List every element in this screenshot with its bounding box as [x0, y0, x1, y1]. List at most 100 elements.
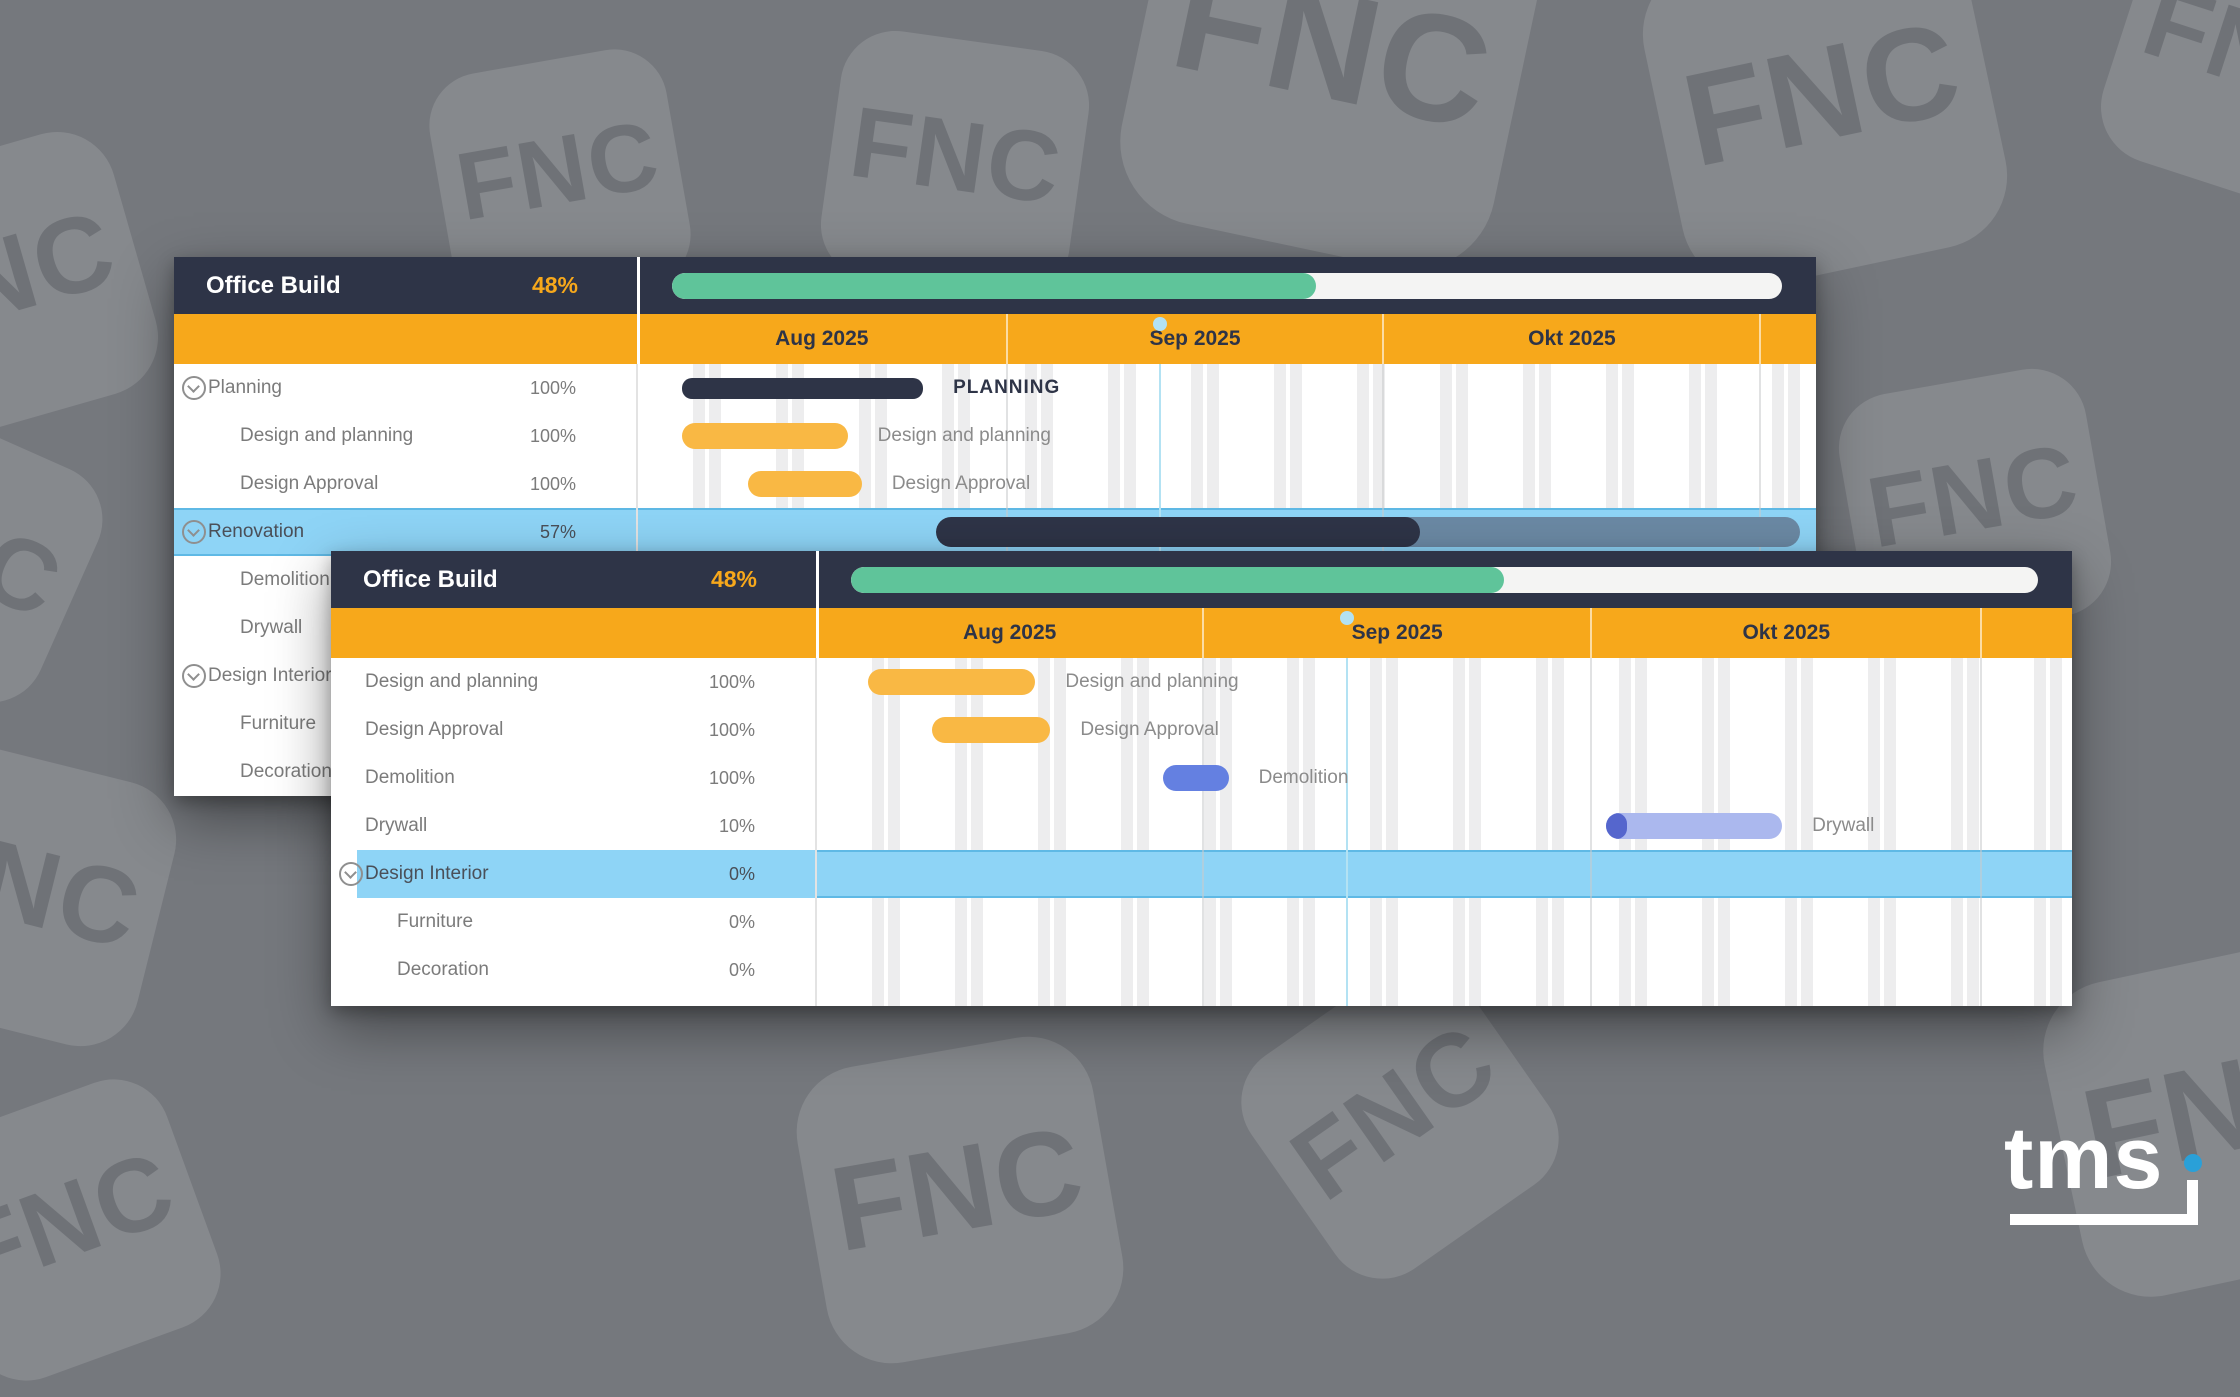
table-row-demolition[interactable]: Demolition 100%: [331, 754, 815, 802]
chart-row-design-approval: Design Approval: [817, 706, 2072, 754]
gantt-bar-fill: [936, 517, 1420, 547]
gantt-bar-drywall[interactable]: [1606, 813, 1783, 839]
table-row-design-interior[interactable]: Design Interior: [174, 652, 636, 700]
table-row-design-interior[interactable]: Design Interior 0%: [331, 850, 815, 898]
month-label: Aug 2025: [962, 621, 1057, 644]
chart-row-renovation: [638, 508, 1816, 556]
task-label: Design and planning: [365, 671, 539, 692]
month-header-aug-2025: Aug 2025: [638, 314, 1006, 364]
gantt-bar-planning[interactable]: [681, 378, 924, 399]
table-row-furniture[interactable]: Furniture: [174, 700, 636, 748]
task-percent: 100%: [529, 425, 576, 446]
month-header-okt-2025: Okt 2025: [1590, 608, 1980, 658]
fnc-watermark-tile: FNC: [1104, 0, 1556, 286]
fnc-watermark-text: FNC: [1270, 1001, 1518, 1223]
chevron-down-icon[interactable]: [339, 862, 363, 886]
pane-divider: [816, 551, 819, 658]
tms-logo-dot: [2184, 1154, 2202, 1172]
project-title: Office Build: [363, 565, 498, 593]
task-percent: 100%: [529, 473, 576, 494]
table-row-decoration[interactable]: Decoration: [174, 748, 636, 796]
gantt-bar-label: Drywall: [1812, 815, 1875, 836]
month-header-okt-2025: Okt 2025: [1382, 314, 1759, 364]
gantt-bar-fill: [1606, 813, 1628, 839]
today-marker-dot: [1339, 611, 1354, 625]
fnc-watermark-text: FNC: [822, 1101, 1095, 1278]
project-progress-bar: [851, 566, 2038, 593]
gantt-bar-design-approval[interactable]: [747, 471, 862, 497]
project-progress-fill: [672, 272, 1316, 299]
tms-logo: tms: [2004, 1112, 2214, 1242]
project-progress-fill: [851, 566, 1504, 593]
timeline-header-spacer: [174, 314, 638, 364]
chart-row-drywall: Drywall: [817, 802, 2072, 850]
table-row-decoration[interactable]: Decoration 0%: [331, 946, 815, 994]
gantt-bar-label: Design and planning: [1065, 671, 1239, 692]
task-label: Drywall: [240, 617, 303, 638]
tms-logo-upstroke: [2187, 1180, 2198, 1225]
task-percent: 10%: [718, 815, 755, 836]
task-percent: 100%: [708, 719, 755, 740]
chart-row-design-approval: Design Approval: [638, 460, 1816, 508]
gantt-bar-renovation[interactable]: [936, 517, 1800, 547]
task-label: Design Approval: [365, 719, 504, 740]
project-progress-percent: 48%: [531, 272, 578, 298]
task-label: Design and planning: [240, 425, 414, 446]
table-row-design-and-planning[interactable]: Design and planning 100%: [331, 658, 815, 706]
fnc-watermark-tile: FNC: [0, 731, 189, 1059]
project-title: Office Build: [206, 271, 341, 299]
table-row-planning[interactable]: Planning 100%: [174, 364, 636, 412]
table-row-design-approval[interactable]: Design Approval 100%: [331, 706, 815, 754]
table-row-design-and-planning[interactable]: Design and planning 100%: [174, 412, 636, 460]
table-row-design-approval[interactable]: Design Approval 100%: [174, 460, 636, 508]
table-row-demolition[interactable]: Demolition: [174, 556, 636, 604]
chart-row-design-and-planning: Design and planning: [638, 412, 1816, 460]
timeline-header-spacer: [331, 608, 817, 658]
fnc-watermark-text: FNC: [1159, 0, 1507, 163]
chevron-down-icon[interactable]: [182, 376, 206, 400]
pane-divider: [637, 257, 640, 364]
project-progress-percent: 48%: [710, 566, 757, 592]
task-label: Planning: [208, 377, 282, 398]
month-header-aug-2025: Aug 2025: [817, 608, 1202, 658]
fnc-watermark-text: FNC: [448, 100, 668, 242]
fnc-watermark-tile: FNC: [0, 118, 172, 452]
gantt-bar-design-approval[interactable]: [932, 717, 1051, 743]
gantt-bar-design-and-planning[interactable]: [868, 669, 1036, 695]
fnc-watermark-text: FNC: [843, 85, 1069, 226]
table-row-drywall[interactable]: Drywall: [174, 604, 636, 652]
fnc-watermark-text: FNC: [0, 451, 79, 641]
month-gridline: [1980, 608, 1983, 658]
tms-logo-underline: [2010, 1214, 2198, 1225]
table-row-renovation[interactable]: Renovation 57%: [174, 508, 636, 556]
gantt-bar-design-and-planning[interactable]: [681, 423, 848, 449]
gantt-bar-label: PLANNING: [953, 377, 1061, 398]
chevron-down-icon[interactable]: [182, 664, 206, 688]
gantt-bar-label: Design Approval: [891, 473, 1031, 494]
chart-row-decoration: [817, 946, 2072, 994]
gantt-bar-demolition[interactable]: [1163, 765, 1229, 791]
task-percent: 57%: [539, 521, 576, 542]
chart-row-planning: PLANNING: [638, 364, 1816, 412]
tms-logo-text: tms: [2004, 1108, 2164, 1207]
task-percent: 0%: [728, 863, 755, 884]
task-percent: 100%: [708, 767, 755, 788]
fnc-watermark-tile: FNC: [0, 1063, 237, 1397]
gantt-bar-label: Design and planning: [877, 425, 1051, 446]
fnc-watermark-tile: FNC: [2086, 0, 2240, 224]
fnc-watermark-text: FNC: [1671, 0, 1974, 194]
fnc-watermark-tile: FNC: [786, 1026, 1134, 1374]
table-row-drywall[interactable]: Drywall 10%: [331, 802, 815, 850]
task-label: Design Interior: [365, 863, 489, 884]
month-label: Sep 2025: [1351, 621, 1443, 644]
gantt-bar-label: Demolition: [1258, 767, 1349, 788]
timeline-months: Aug 2025 Sep 2025 Okt 2025: [638, 314, 1816, 364]
fnc-watermark-tile: FNC: [1629, 0, 2021, 301]
chevron-down-icon[interactable]: [182, 520, 206, 544]
task-percent: 100%: [708, 671, 755, 692]
table-row-furniture[interactable]: Furniture 0%: [331, 898, 815, 946]
timeline-header: Aug 2025 Sep 2025 Okt 2025: [331, 608, 2072, 658]
fnc-watermark-tile: FNC: [0, 389, 121, 721]
chart-row-design-and-planning: Design and planning: [817, 658, 2072, 706]
fnc-watermark-text: FNC: [0, 185, 129, 365]
